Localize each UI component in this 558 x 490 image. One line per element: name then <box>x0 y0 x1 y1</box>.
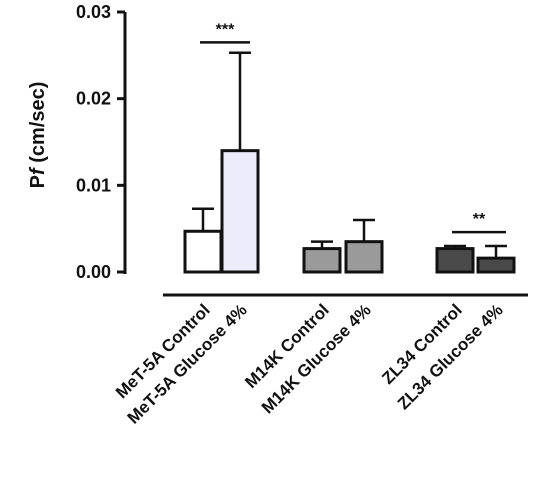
bar <box>476 256 516 274</box>
bar <box>220 149 260 274</box>
y-axis-label-unit: (cm/sec) <box>27 82 49 169</box>
bar <box>302 247 342 274</box>
bar <box>183 229 223 274</box>
bar <box>435 247 475 274</box>
y-tick-label: 0.02 <box>76 89 111 109</box>
y-tick-label: 0.03 <box>76 2 111 22</box>
y-tick-label: 0.01 <box>76 175 111 195</box>
bars <box>183 149 516 274</box>
y-axis-label: Pf (cm/sec) <box>27 82 49 189</box>
y-axis-label-italic: f <box>27 166 49 175</box>
axes: 0.00 0.01 0.02 0.03 <box>76 2 528 297</box>
error-bars <box>192 51 507 259</box>
significance-annotations: ***** <box>200 21 506 234</box>
y-tick-label: 0.00 <box>76 262 111 282</box>
y-axis-label-main: P <box>27 175 49 188</box>
bar <box>344 240 384 274</box>
significance-label: *** <box>216 21 235 38</box>
significance-label: ** <box>473 211 486 228</box>
